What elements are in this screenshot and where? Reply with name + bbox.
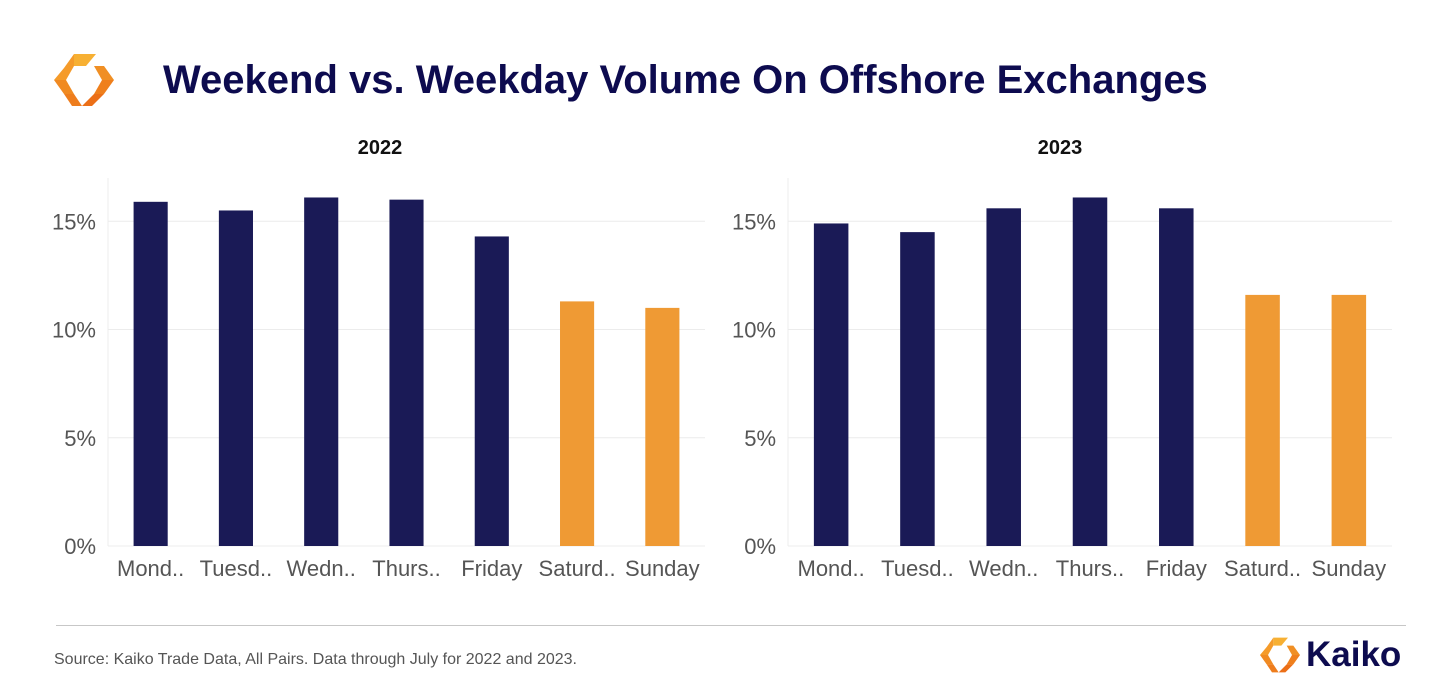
x-tick-label: Sunday <box>625 556 700 581</box>
panel-title: 2022 <box>358 137 403 159</box>
y-tick-label: 5% <box>64 426 96 451</box>
bar-saturd <box>1245 294 1280 546</box>
bar-tuesd <box>218 210 253 546</box>
x-tick-label: Tuesd.. <box>200 556 273 581</box>
source-note: Source: Kaiko Trade Data, All Pairs. Dat… <box>54 651 577 668</box>
y-tick-label: 15% <box>52 209 96 234</box>
kaiko-diamond-icon <box>54 54 114 106</box>
x-tick-label: Mond.. <box>798 556 865 581</box>
x-tick-label: Tuesd.. <box>881 556 954 581</box>
page-title: Weekend vs. Weekday Volume On Offshore E… <box>163 58 1208 102</box>
x-tick-label: Saturd.. <box>1224 556 1301 581</box>
bar-friday <box>474 236 509 546</box>
y-tick-label: 5% <box>744 426 776 451</box>
brand-logo: Kaiko <box>1260 632 1410 678</box>
x-tick-label: Thurs.. <box>372 556 440 581</box>
x-tick-label: Friday <box>461 556 522 581</box>
bar-sunday <box>645 307 680 546</box>
y-tick-label: 0% <box>744 534 776 559</box>
panel-title: 2023 <box>1038 137 1083 159</box>
bar-thurs <box>389 199 424 546</box>
x-tick-label: Wedn.. <box>287 556 356 581</box>
bar-sunday <box>1331 294 1367 546</box>
x-tick-label: Mond.. <box>117 556 184 581</box>
x-tick-label: Thurs.. <box>1056 556 1124 581</box>
x-tick-label: Friday <box>1146 556 1207 581</box>
bar-mond <box>133 201 168 546</box>
bar-wedn <box>304 197 339 546</box>
y-tick-label: 0% <box>64 534 96 559</box>
bar-saturd <box>560 301 595 546</box>
brand-name: Kaiko <box>1306 635 1402 674</box>
x-tick-label: Saturd.. <box>539 556 616 581</box>
bar-chart-2023: 2023 0% 5% 10% 15% Mond.. Tuesd.. Wedn.. Thurs..… <box>732 137 1392 581</box>
chart-2022: 2022 0% 5% 10% 15% Mond.. Tuesd.. Wedn.. Thurs..… <box>30 128 720 588</box>
y-tick-label: 10% <box>732 318 776 343</box>
footer-divider <box>56 625 1406 626</box>
bar-chart-2022: 2022 0% 5% 10% 15% Mond.. Tuesd.. Wedn.. Thurs..… <box>52 137 705 581</box>
bar-tuesd <box>900 232 935 546</box>
chart-2023: 2023 0% 5% 10% 15% Mond.. Tuesd.. Wedn.. Thurs..… <box>710 128 1410 588</box>
bar-friday <box>1159 208 1194 546</box>
y-tick-label: 15% <box>732 209 776 234</box>
kaiko-diamond-icon <box>1260 637 1300 673</box>
y-tick-label: 10% <box>52 318 96 343</box>
bar-thurs <box>1072 197 1108 546</box>
x-tick-label: Sunday <box>1312 556 1387 581</box>
x-tick-label: Wedn.. <box>969 556 1038 581</box>
bar-mond <box>813 223 849 546</box>
bar-wedn <box>986 208 1021 546</box>
